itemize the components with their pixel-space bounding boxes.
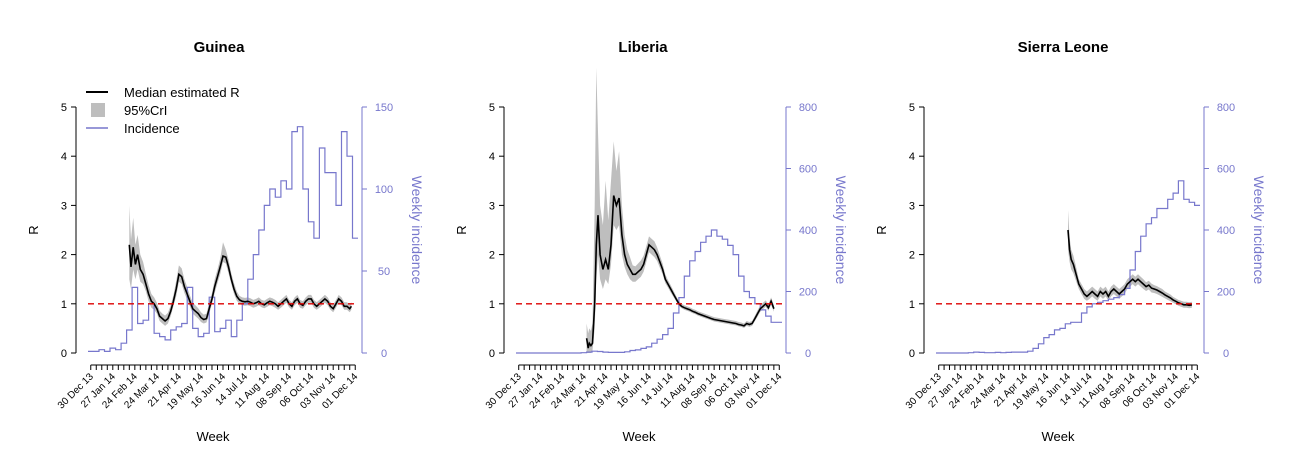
y-tick-label: 2 [909,250,915,262]
y2-tick-label: 50 [378,266,390,278]
chart-title: Liberia [618,39,668,56]
y-tick-label: 4 [489,151,495,163]
chart-title: Sierra Leone [1018,39,1109,56]
y2-tick-label: 400 [1217,225,1235,237]
y2-tick-label: 200 [799,287,817,299]
y2-tick-label: 100 [375,184,393,196]
y-axis-label: R [26,225,41,234]
legend-median-label: Median estimated R [124,85,240,100]
y-axis-label: R [874,225,889,234]
y2-tick-label: 800 [1217,102,1235,114]
y-tick-label: 2 [61,250,67,262]
y-tick-label: 5 [909,102,915,114]
cri-band [129,205,352,326]
chart-title: Guinea [194,39,246,56]
x-axis-label: Week [197,429,230,444]
chart-panel-3: Sierra Leone 0 1 2 3 4 5 R 0 200 400 600 800 Weekly i… [874,39,1267,444]
y-tick-label: 3 [489,200,495,212]
y-tick-label: 5 [61,102,67,114]
y2-tick-label: 800 [799,102,817,114]
y-tick-label: 0 [909,348,915,360]
y2-axis-label: Weekly incidence [409,176,425,285]
y-tick-label: 0 [61,348,67,360]
y-tick-label: 3 [61,200,67,212]
incidence-line [936,180,1200,354]
y-tick-label: 4 [909,151,915,163]
y2-tick-label: 150 [375,102,393,114]
y-tick-label: 0 [489,348,495,360]
y-axis-label: R [454,225,469,234]
x-axis-label: Week [1042,429,1075,444]
y2-tick-label: 200 [1217,287,1235,299]
median-r-line [585,195,775,349]
y-tick-label: 1 [489,299,495,311]
incidence-line [516,229,782,354]
y2-tick-label: 600 [1217,164,1235,176]
legend-cri-label: 95%CrI [124,103,167,118]
y2-tick-label: 0 [805,348,811,360]
median-r-line [128,244,353,323]
x-axis-label: Week [623,429,656,444]
y-tick-label: 5 [489,102,495,114]
y-tick-label: 1 [61,299,67,311]
cri-band [586,67,774,353]
cri-band [1068,210,1192,309]
y-tick-label: 2 [489,250,495,262]
chart-panel-2: Liberia 0 1 2 3 4 5 R 0 200 400 600 800 Weekly incide… [454,39,849,444]
y-tick-label: 4 [61,151,67,163]
y2-tick-label: 600 [799,164,817,176]
legend: Median estimated R 95%CrI Incidence [86,85,240,136]
y2-tick-label: 0 [381,348,387,360]
y-tick-label: 3 [909,200,915,212]
y2-axis-label: Weekly incidence [1251,176,1267,285]
y2-tick-label: 0 [1223,348,1229,360]
legend-cri-swatch [91,103,105,117]
median-r-line [1067,229,1193,307]
legend-incidence-label: Incidence [124,121,180,136]
incidence-line [88,126,358,352]
y2-tick-label: 400 [799,225,817,237]
y-tick-label: 1 [909,299,915,311]
y2-axis-label: Weekly incidence [833,176,849,285]
